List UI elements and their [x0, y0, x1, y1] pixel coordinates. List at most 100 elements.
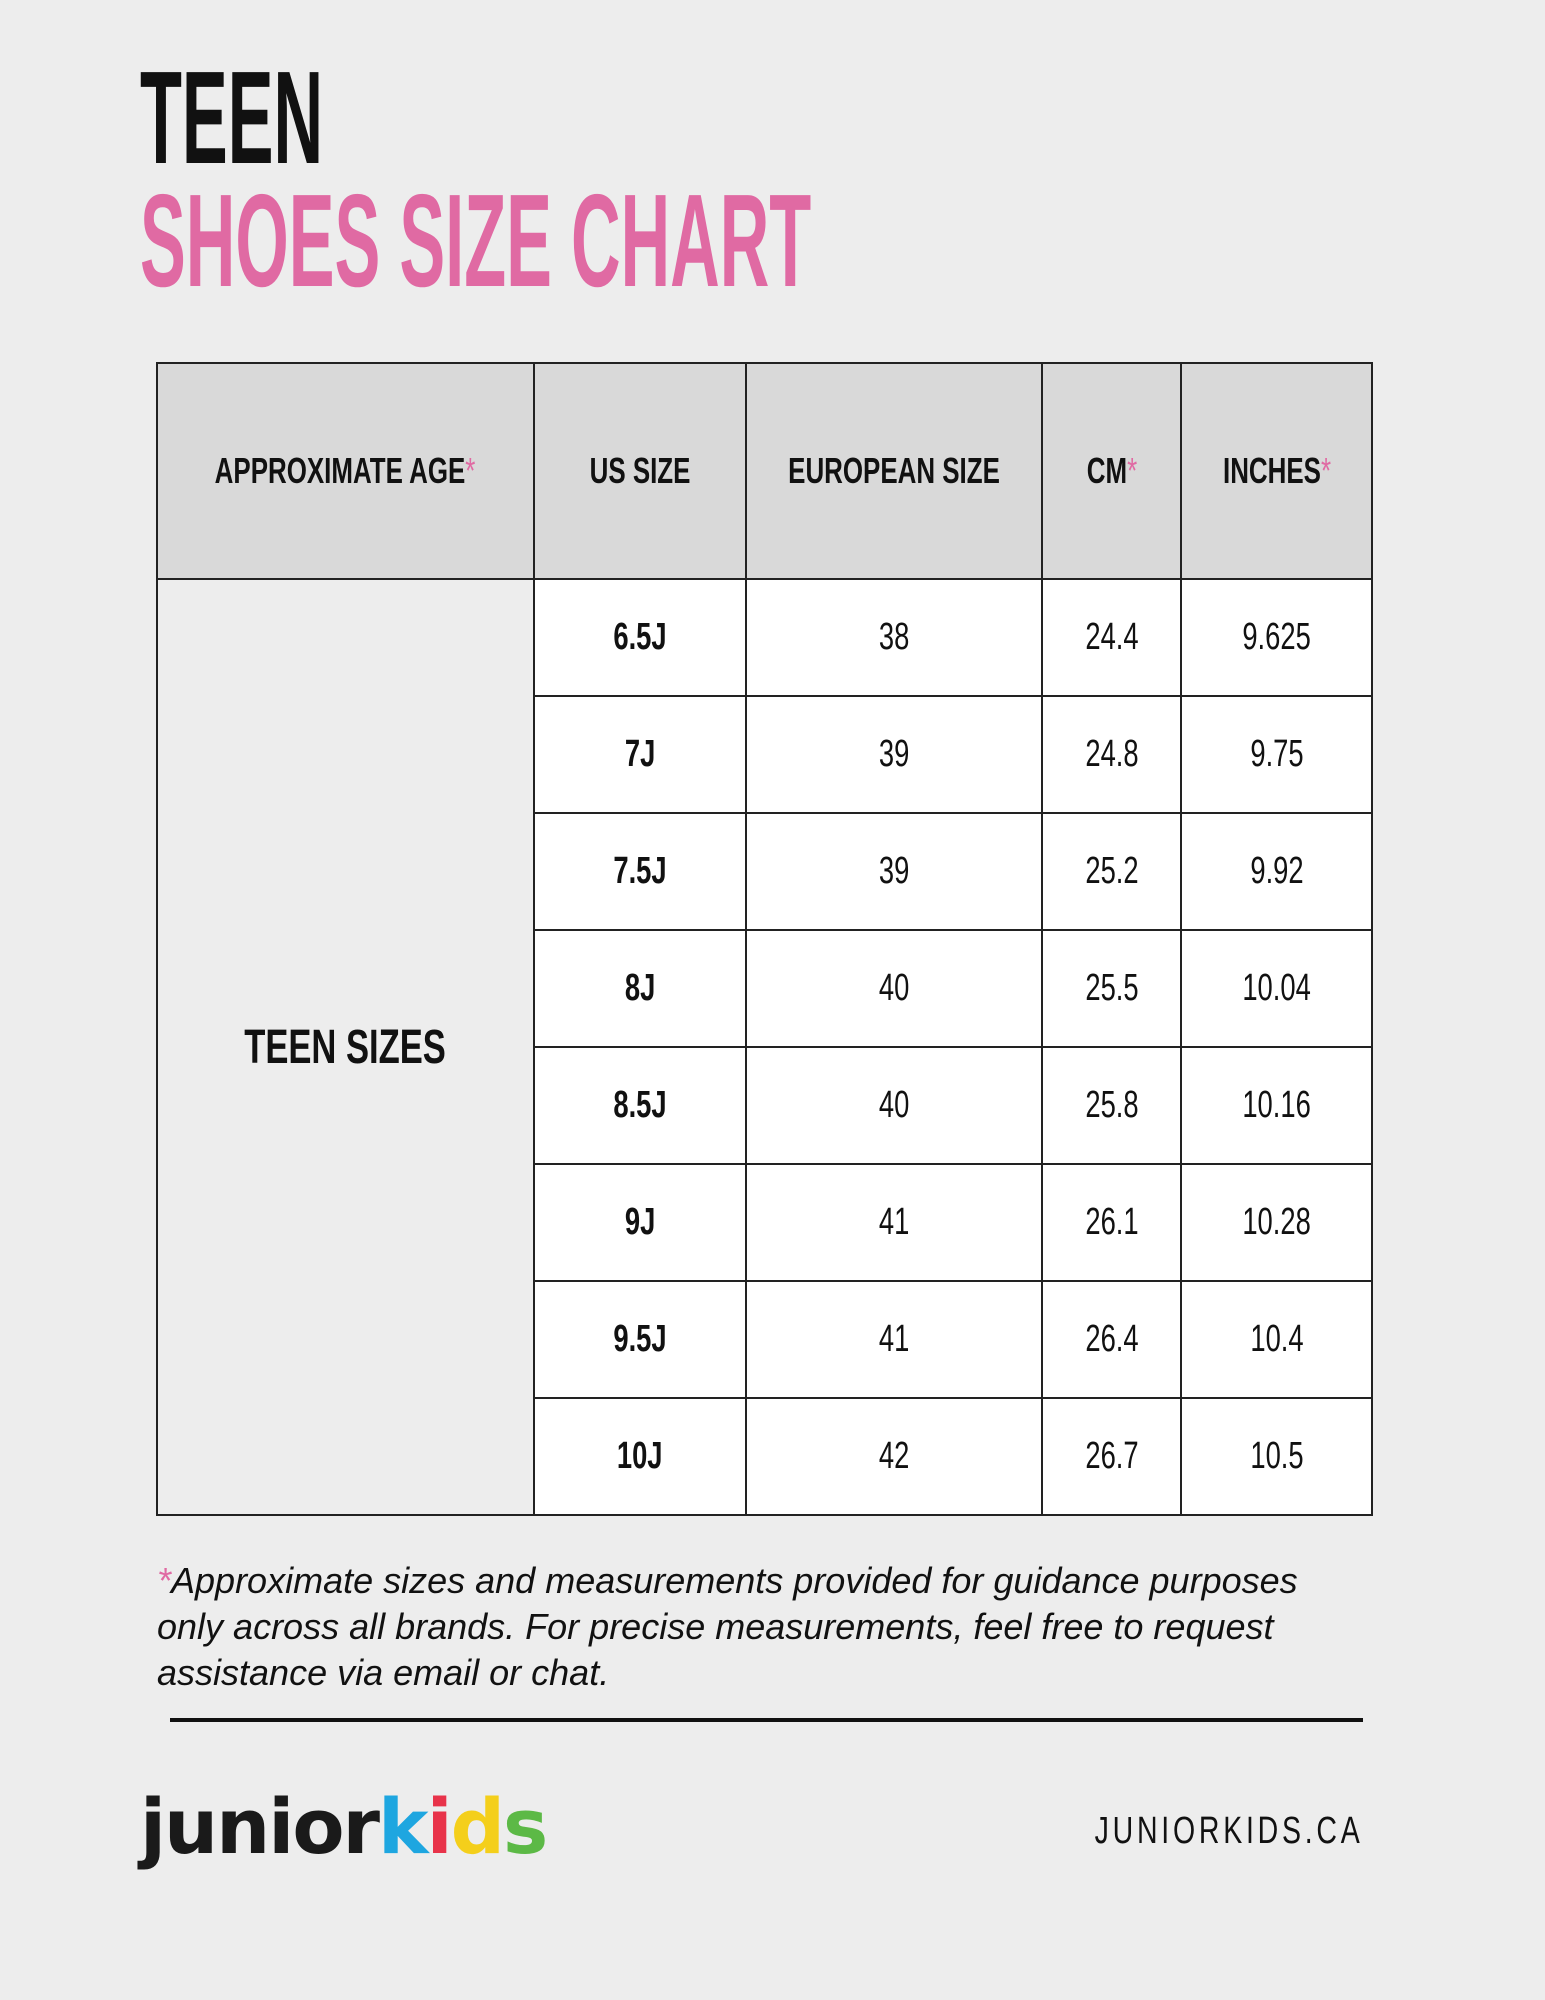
cell-text: 6.5J [613, 616, 667, 658]
table-cell: 7.5J [533, 812, 747, 931]
cell-text: 25.8 [1084, 1084, 1139, 1126]
table-body: TEEN SIZES 6.5J 38 24.4 9.625 7J 39 24.8 9.75 7.5… [156, 578, 1374, 1516]
cell-text: 8J [624, 967, 656, 1009]
cell-text: 25.5 [1084, 967, 1139, 1009]
table-cell: 41 [744, 1163, 1044, 1282]
cell-text: 26.7 [1084, 1435, 1139, 1477]
logo: juniorkids [140, 1782, 548, 1871]
table-cell: 26.7 [1041, 1397, 1183, 1516]
table-cell: 9.75 [1180, 695, 1374, 814]
subtitle: SHOES SIZE CHART [140, 167, 812, 314]
header-label: INCHES [1222, 450, 1321, 491]
cell-text: 26.1 [1084, 1201, 1139, 1243]
cell-text: 25.2 [1084, 850, 1139, 892]
table-cell: 40 [744, 1046, 1044, 1165]
table-cell: 39 [744, 812, 1044, 931]
header-wrap: US SIZE [590, 450, 691, 492]
logo-part: junior [140, 1782, 380, 1871]
table-cell: 41 [744, 1280, 1044, 1399]
cell-text: 38 [878, 616, 910, 658]
column-header: APPROXIMATE AGE* [156, 362, 535, 580]
table-cell: 10.4 [1180, 1280, 1374, 1399]
header-label: EUROPEAN SIZE [788, 450, 1000, 491]
table-cell: 24.4 [1041, 578, 1183, 697]
table-cell: 25.8 [1041, 1046, 1183, 1165]
cell-text: 9.92 [1249, 850, 1304, 892]
cell-text: 40 [878, 967, 910, 1009]
cell-text: 9.625 [1242, 616, 1311, 658]
cell-text: 8.5J [613, 1084, 667, 1126]
logo-part: d [450, 1782, 505, 1871]
cell-text: 41 [878, 1201, 910, 1243]
header-wrap: EUROPEAN SIZE [788, 450, 1000, 492]
cell-text: 9J [624, 1201, 656, 1243]
cell-text: 7.5J [613, 850, 667, 892]
cell-text: 10J [617, 1435, 663, 1477]
table-cell: 25.2 [1041, 812, 1183, 931]
table-cell: 8J [533, 929, 747, 1048]
table-cell: 9.625 [1180, 578, 1374, 697]
table-cell: 6.5J [533, 578, 747, 697]
cell-text: 26.4 [1084, 1318, 1139, 1360]
logo-part: k [378, 1782, 429, 1871]
header-note: * [1126, 450, 1137, 491]
cell-text: 10.28 [1242, 1201, 1311, 1243]
table-row: 8.5J 40 25.8 10.16 [157, 1046, 1374, 1165]
logo-part: s [503, 1782, 548, 1871]
header-note: * [1320, 450, 1331, 491]
column-header: CM* [1041, 362, 1183, 580]
table-cell: 26.4 [1041, 1280, 1183, 1399]
column-header: INCHES* [1180, 362, 1374, 580]
table-row: 9.5J 41 26.4 10.4 [157, 1280, 1374, 1399]
table-cell: 26.1 [1041, 1163, 1183, 1282]
table-cell: 9J [533, 1163, 747, 1282]
table-cell: 40 [744, 929, 1044, 1048]
table-cell: 10.28 [1180, 1163, 1374, 1282]
column-header: US SIZE [533, 362, 747, 580]
footnote-mark: * [157, 1560, 172, 1601]
cell-text: 24.4 [1084, 616, 1139, 658]
table-cell: 9.5J [533, 1280, 747, 1399]
header-note: * [465, 450, 476, 491]
header-label: APPROXIMATE AGE [215, 450, 466, 491]
table-cell: 10J [533, 1397, 747, 1516]
footnote: *Approximate sizes and measurements prov… [157, 1558, 1357, 1696]
table-row: 10J 42 26.7 10.5 [157, 1397, 1374, 1516]
table-cell: 7J [533, 695, 747, 814]
table-row: TEEN SIZES 6.5J 38 24.4 9.625 [156, 578, 1374, 1516]
cell-text: 42 [878, 1435, 910, 1477]
table-cell: 10.5 [1180, 1397, 1374, 1516]
group-label: TEEN SIZES [244, 1020, 447, 1074]
table-cell: 39 [744, 695, 1044, 814]
cell-text: 39 [878, 733, 910, 775]
header-label: CM [1086, 450, 1127, 491]
cell-text: 10.4 [1249, 1318, 1304, 1360]
group-cell: TEEN SIZES [156, 578, 535, 1516]
header-label: US SIZE [589, 450, 691, 491]
title: TEEN [140, 44, 324, 191]
table-cell: 9.92 [1180, 812, 1374, 931]
cell-text: 10.04 [1242, 967, 1311, 1009]
cell-text: 24.8 [1084, 733, 1139, 775]
header-row: APPROXIMATE AGE* US SIZE EUROPEAN SIZE CM* I… [156, 362, 1374, 580]
cell-text: 10.5 [1249, 1435, 1304, 1477]
footnote-text: Approximate sizes and measurements provi… [157, 1560, 1298, 1693]
header-wrap: INCHES* [1223, 450, 1331, 492]
header-wrap: CM* [1086, 450, 1136, 492]
size-table: APPROXIMATE AGE* US SIZE EUROPEAN SIZE CM* I… [156, 362, 1374, 1516]
table-cell: 10.04 [1180, 929, 1374, 1048]
table-row: 7J 39 24.8 9.75 [157, 695, 1374, 814]
cell-text: 39 [878, 850, 910, 892]
table-cell: 38 [744, 578, 1044, 697]
table-row: 8J 40 25.5 10.04 [157, 929, 1374, 1048]
column-header: EUROPEAN SIZE [744, 362, 1044, 580]
header-wrap: APPROXIMATE AGE* [215, 450, 476, 492]
cell-text: 9.75 [1249, 733, 1304, 775]
cell-text: 40 [878, 1084, 910, 1126]
divider [170, 1718, 1363, 1722]
cell-text: 10.16 [1242, 1084, 1311, 1126]
table-cell: 25.5 [1041, 929, 1183, 1048]
table-row: 7.5J 39 25.2 9.92 [157, 812, 1374, 931]
cell-text: 9.5J [613, 1318, 667, 1360]
